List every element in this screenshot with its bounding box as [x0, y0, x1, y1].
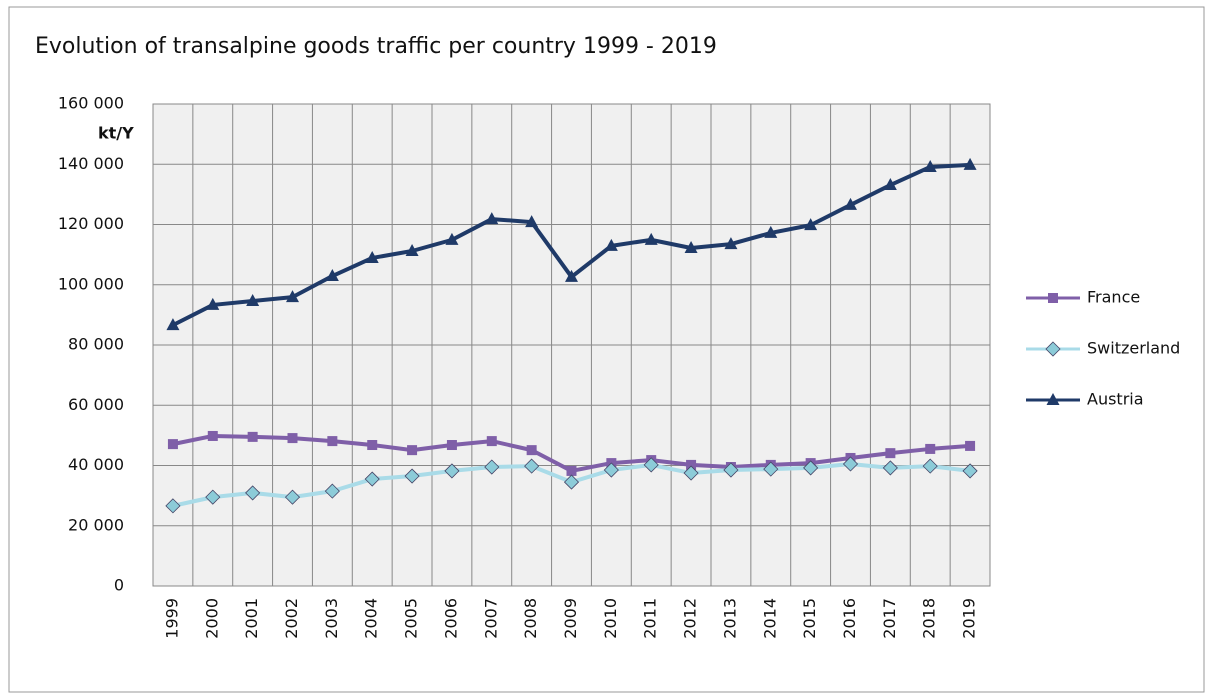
x-tick-label: 2006 — [441, 598, 460, 639]
x-tick-label: 2017 — [880, 598, 899, 639]
x-tick-label: 2014 — [760, 598, 779, 639]
marker — [565, 269, 578, 282]
marker — [484, 459, 500, 475]
marker — [166, 318, 180, 331]
marker — [324, 483, 340, 499]
x-tick-label: 2012 — [681, 598, 700, 639]
marker — [724, 237, 738, 250]
x-tick-label: 2000 — [202, 598, 221, 639]
marker — [526, 445, 537, 456]
marker — [486, 436, 497, 447]
x-tick-label: 2018 — [920, 598, 939, 639]
marker — [524, 458, 540, 474]
x-tick-label: 2008 — [521, 598, 540, 639]
legend-label: France — [1087, 288, 1140, 307]
legend-marker — [1048, 293, 1058, 303]
y-tick-label: 0 — [114, 576, 124, 595]
marker — [803, 460, 819, 476]
marker — [165, 498, 181, 514]
marker — [643, 457, 659, 473]
marker — [364, 471, 380, 487]
marker — [764, 225, 778, 238]
marker — [365, 250, 379, 263]
marker — [284, 489, 301, 505]
marker — [167, 439, 178, 450]
marker — [246, 294, 260, 307]
marker — [963, 157, 977, 170]
legend-marker — [1045, 341, 1061, 357]
marker — [247, 431, 258, 442]
marker — [404, 468, 420, 484]
marker — [207, 430, 218, 441]
x-tick-label: 2009 — [561, 598, 580, 639]
marker — [922, 458, 938, 474]
marker — [407, 445, 418, 456]
marker — [683, 465, 699, 481]
chart-title: Evolution of transalpine goods traffic p… — [35, 34, 717, 59]
y-tick-label: 80 000 — [68, 335, 124, 354]
marker — [885, 448, 896, 459]
marker — [206, 297, 220, 310]
marker — [882, 460, 898, 476]
marker — [205, 489, 221, 505]
y-tick-label: 40 000 — [68, 455, 124, 474]
marker — [844, 197, 857, 210]
marker — [287, 433, 298, 444]
marker — [686, 459, 697, 470]
marker — [925, 443, 936, 454]
x-tick-label: 1999 — [162, 598, 181, 639]
y-tick-label: 160 000 — [58, 94, 124, 113]
y-tick-label: 140 000 — [58, 154, 124, 173]
x-tick-label: 2003 — [322, 598, 341, 639]
x-tick-label: 2007 — [481, 598, 500, 639]
x-tick-label: 2013 — [720, 598, 739, 639]
marker — [367, 440, 378, 451]
marker — [405, 244, 419, 257]
x-tick-label: 2002 — [282, 598, 301, 639]
marker — [962, 463, 978, 479]
x-tick-label: 2010 — [601, 598, 620, 639]
marker — [245, 485, 261, 501]
marker — [604, 238, 618, 251]
marker — [883, 178, 897, 191]
marker — [286, 290, 299, 303]
marker — [842, 456, 859, 472]
marker — [327, 436, 338, 447]
marker — [485, 212, 499, 225]
marker — [525, 215, 539, 228]
x-tick-label: 2019 — [960, 598, 979, 639]
marker — [923, 159, 937, 172]
y-tick-label: 100 000 — [58, 274, 124, 293]
marker — [446, 440, 457, 451]
x-tick-label: 2005 — [402, 598, 421, 639]
marker — [723, 462, 739, 478]
marker — [804, 218, 818, 231]
y-tick-label: 60 000 — [68, 395, 124, 414]
x-tick-label: 2016 — [840, 598, 859, 639]
marker — [965, 440, 976, 451]
marker — [563, 474, 580, 490]
y-tick-label: 120 000 — [58, 214, 124, 233]
marker — [763, 461, 779, 477]
marker — [444, 463, 460, 479]
marker — [445, 232, 459, 245]
legend-marker — [1046, 393, 1060, 405]
y-axis-label: kt/Y — [98, 124, 134, 143]
legend-label: Switzerland — [1087, 339, 1180, 358]
marker — [325, 269, 339, 282]
x-tick-label: 2004 — [362, 598, 381, 639]
y-tick-label: 20 000 — [68, 515, 124, 534]
x-tick-label: 2011 — [641, 598, 660, 639]
legend-label: Austria — [1087, 390, 1144, 409]
marker — [566, 465, 577, 476]
marker — [603, 462, 619, 478]
marker — [684, 240, 698, 253]
marker — [644, 232, 658, 245]
x-tick-label: 2001 — [242, 598, 261, 639]
x-tick-label: 2015 — [800, 598, 819, 639]
